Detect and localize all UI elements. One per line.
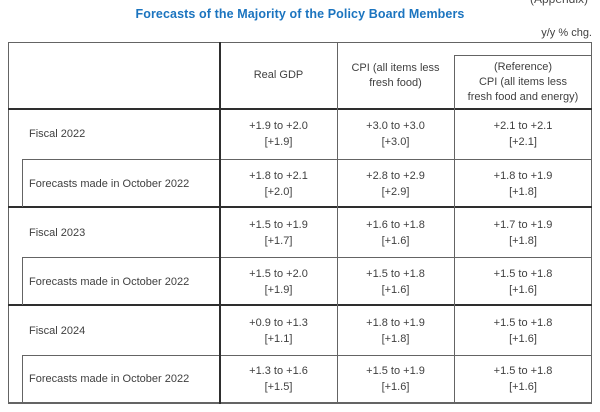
header-separator-line	[8, 108, 592, 110]
cell-fiscal-2022-october-reference-cpi: +1.8 to +1.9 [+1.8]	[493, 169, 553, 198]
cell-fiscal-2023-cpi: +1.6 to +1.8 [+1.6]	[366, 218, 425, 247]
appendix-note: (Appendix)	[530, 0, 588, 6]
cell-fiscal-2022-reference-cpi: +2.1 to +2.1 [+2.1]	[493, 120, 553, 148]
subrow-top-line-1	[22, 159, 592, 160]
cell-fiscal-2023-october-reference-cpi: +1.5 to +1.8 [+1.6]	[493, 267, 553, 296]
group-separator-line-2	[8, 304, 592, 306]
cell-fiscal-2024-reference-cpi: +1.5 to +1.8 [+1.6]	[493, 316, 553, 345]
cell-fiscal-2023-reference-cpi: +1.7 to +1.9 [+1.8]	[493, 218, 553, 247]
cell-fiscal-2024-october-reference-cpi: +1.5 to +1.8 [+1.6]	[493, 364, 553, 393]
subrow-left-line-1	[22, 159, 23, 207]
page-title: Forecasts of the Majority of the Policy …	[135, 7, 465, 21]
reference-box-top-line	[454, 55, 592, 56]
forecast-table: Real GDP CPI (all items less fresh food)…	[8, 42, 592, 404]
cell-fiscal-2023-october-cpi: +1.5 to +1.8 [+1.6]	[366, 267, 425, 296]
row-label-fiscal-2023: Fiscal 2023	[29, 226, 86, 239]
row-label-fiscal-2022: Fiscal 2022	[29, 128, 86, 140]
subrow-top-line-3	[22, 355, 592, 356]
cell-fiscal-2024-cpi: +1.8 to +1.9 [+1.8]	[366, 316, 425, 345]
column-line-cpi	[337, 42, 338, 404]
column-line-gdp	[219, 42, 221, 404]
row-label-fiscal-2022-october-forecast: Forecasts made in October 2022	[29, 177, 190, 190]
table-border-left	[8, 42, 9, 404]
cell-fiscal-2023-october-real-gdp: +1.5 to +2.0 [+1.9]	[249, 267, 308, 296]
subrow-left-line-2	[22, 257, 23, 305]
cell-fiscal-2024-october-cpi: +1.5 to +1.9 [+1.6]	[366, 364, 425, 393]
row-label-fiscal-2024: Fiscal 2024	[29, 324, 86, 337]
row-label-fiscal-2024-october-forecast: Forecasts made in October 2022	[29, 372, 190, 385]
group-separator-line-1	[8, 206, 592, 208]
cell-fiscal-2022-october-cpi: +2.8 to +2.9 [+2.9]	[366, 169, 425, 198]
unit-note: y/y % chg.	[541, 27, 592, 39]
table-border-bottom	[8, 402, 592, 404]
table-border-top	[8, 42, 592, 43]
cell-fiscal-2024-october-real-gdp: +1.3 to +1.6 [+1.5]	[249, 364, 308, 393]
subrow-top-line-2	[22, 257, 592, 258]
cell-fiscal-2022-cpi: +3.0 to +3.0 [+3.0]	[366, 120, 425, 148]
row-label-fiscal-2023-october-forecast: Forecasts made in October 2022	[29, 275, 190, 288]
column-line-reference	[454, 55, 455, 404]
column-header-reference-cpi: (Reference) CPI (all items less fresh fo…	[467, 60, 579, 103]
column-header-cpi: CPI (all items less fresh food)	[351, 61, 440, 89]
column-header-real-gdp: Real GDP	[253, 69, 304, 81]
cell-fiscal-2022-real-gdp: +1.9 to +2.0 [+1.9]	[249, 120, 308, 148]
cell-fiscal-2023-real-gdp: +1.5 to +1.9 [+1.7]	[249, 218, 308, 247]
cell-fiscal-2024-real-gdp: +0.9 to +1.3 [+1.1]	[249, 316, 308, 345]
subrow-left-line-3	[22, 355, 23, 403]
table-border-right	[591, 42, 592, 404]
cell-fiscal-2022-october-real-gdp: +1.8 to +2.1 [+2.0]	[249, 169, 308, 198]
